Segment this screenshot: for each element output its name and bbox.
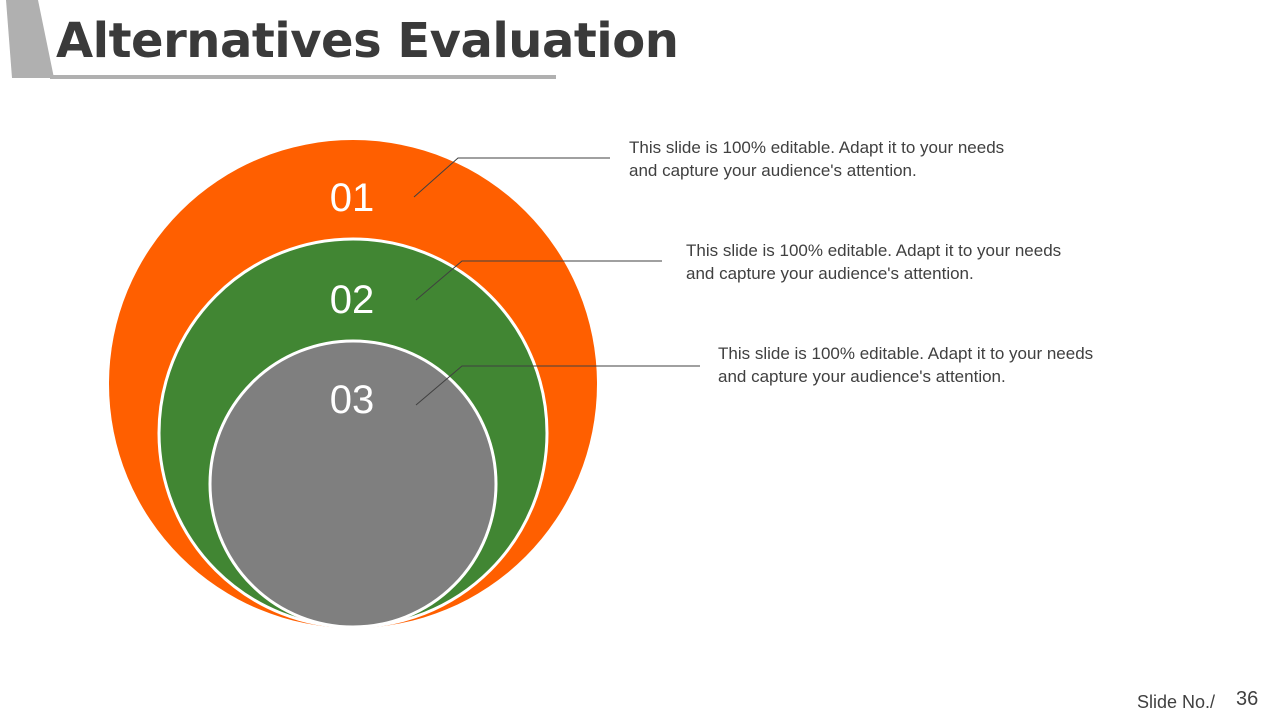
- leader-line-02: [415, 260, 662, 301]
- number-01: 01: [330, 176, 375, 220]
- description-03-line-1: This slide is 100% editable. Adapt it to…: [718, 344, 1094, 363]
- number-03: 03: [330, 378, 375, 422]
- title-underline: [50, 75, 556, 79]
- description-01-line-1: This slide is 100% editable. Adapt it to…: [629, 138, 1005, 157]
- slide-number: 36: [1236, 688, 1259, 710]
- leader-line-01: [413, 157, 610, 198]
- description-03-line-2: and capture your audience's attention.: [718, 367, 1006, 386]
- slide-number-label: Slide No./: [1137, 692, 1216, 712]
- title-accent-tab: [6, 0, 54, 78]
- circle-03: [208, 339, 498, 629]
- slide-title: Alternatives Evaluation: [56, 13, 679, 69]
- description-03: This slide is 100% editable. Adapt it to…: [718, 342, 1093, 388]
- description-02-line-2: and capture your audience's attention.: [686, 264, 974, 283]
- description-02-line-1: This slide is 100% editable. Adapt it to…: [686, 241, 1062, 260]
- leader-line-03: [415, 365, 700, 406]
- description-02: This slide is 100% editable. Adapt it to…: [686, 239, 1061, 285]
- description-01-line-2: and capture your audience's attention.: [629, 161, 917, 180]
- description-01: This slide is 100% editable. Adapt it to…: [629, 136, 1004, 182]
- number-02: 02: [330, 278, 375, 322]
